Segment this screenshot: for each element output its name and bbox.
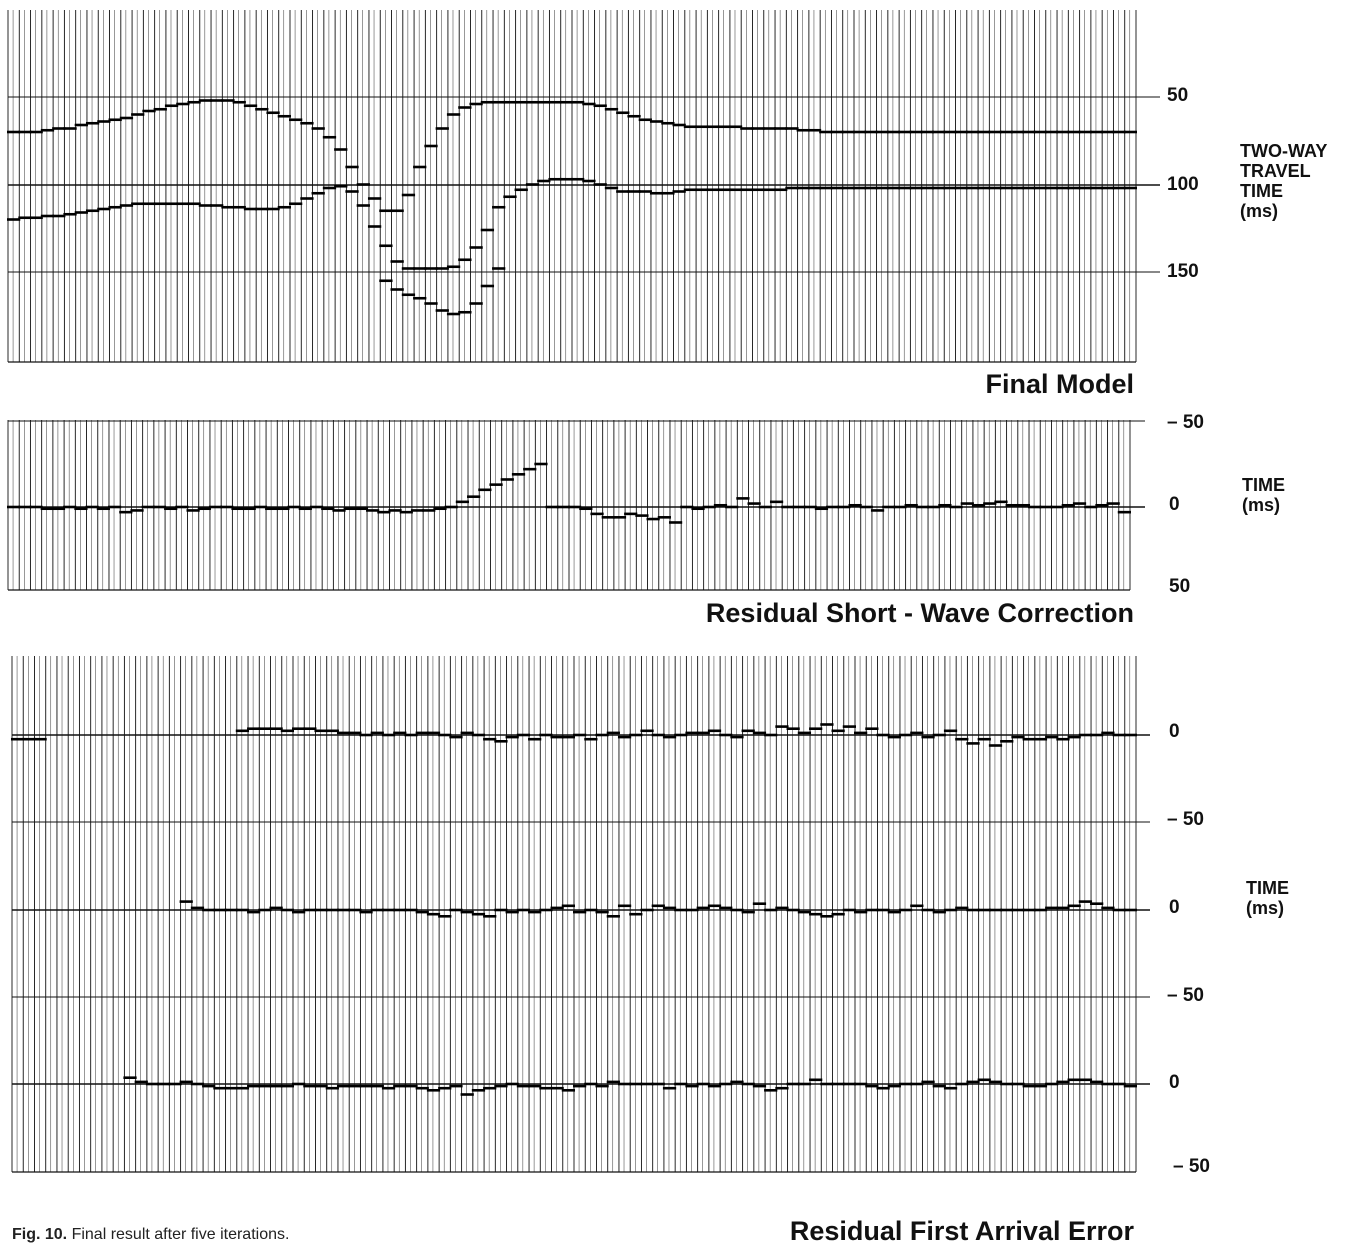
tick-label: – 50 [1167, 412, 1204, 433]
tick-label: 0 [1169, 897, 1180, 918]
y-axis-label-line: (ms) [1240, 201, 1279, 222]
y-axis-label-line: TIME [1246, 878, 1289, 898]
tick-label: 0 [1169, 494, 1180, 515]
y-axis-label-line: (ms) [1242, 495, 1281, 516]
tick-label: – 50 [1167, 809, 1204, 830]
y-axis-label-line: TRAVEL [1240, 161, 1311, 182]
tick-label: 50 [1169, 576, 1191, 597]
y-axis-label-line: TIME [1242, 475, 1285, 495]
caption-text: Final result after five iterations. [71, 1226, 290, 1243]
panel-final-model [7, 10, 1160, 363]
y-axis-label-line: TIME [1240, 181, 1283, 202]
caption-label: Fig. 10. [12, 1226, 68, 1243]
panel-residual-first-arrival [11, 656, 1150, 1173]
chart-title: Final Model [985, 369, 1135, 399]
y-axis-label-line: (ms) [1246, 898, 1285, 919]
tick-label: 150 [1167, 261, 1199, 282]
tick-label: 0 [1169, 1072, 1180, 1093]
tick-label: 0 [1169, 721, 1180, 742]
y-axis-label-line: TWO-WAY [1240, 141, 1328, 161]
y-axis-label: TIME (ms) [1242, 475, 1285, 515]
y-axis-label: TIME (ms) [1246, 878, 1289, 918]
tick-label: 50 [1167, 85, 1189, 106]
tick-label: 100 [1167, 174, 1199, 195]
chart-title: Residual Short - Wave Correction [705, 598, 1134, 628]
chart-title: Residual First Arrival Error [789, 1216, 1134, 1246]
figure-caption: Fig. 10. Final result after five iterati… [12, 1226, 289, 1244]
tick-label: – 50 [1173, 1156, 1210, 1177]
tick-label: – 50 [1167, 985, 1204, 1006]
y-axis-label: TWO-WAY TRAVEL TIME (ms) [1240, 141, 1327, 222]
panel-residual-short-wave [7, 420, 1145, 591]
